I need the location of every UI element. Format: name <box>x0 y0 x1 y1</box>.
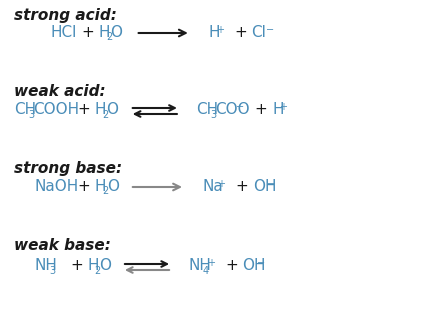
Text: COO: COO <box>215 102 249 117</box>
Text: 2: 2 <box>102 110 108 119</box>
Text: +: + <box>236 179 249 194</box>
Text: Na: Na <box>203 179 224 194</box>
Text: 2: 2 <box>102 186 108 196</box>
Text: O: O <box>111 25 123 40</box>
Text: +: + <box>82 25 94 40</box>
Text: −: − <box>267 179 276 189</box>
Text: +: + <box>216 25 224 35</box>
Text: +: + <box>70 258 82 273</box>
Text: +: + <box>207 258 215 268</box>
Text: 3: 3 <box>28 110 34 119</box>
Text: H: H <box>272 102 284 117</box>
Text: NH: NH <box>35 258 58 273</box>
Text: −: − <box>236 102 244 112</box>
Text: weak acid:: weak acid: <box>14 84 106 99</box>
Text: O: O <box>99 258 111 273</box>
Text: NaOH: NaOH <box>35 179 79 194</box>
Text: +: + <box>217 179 225 189</box>
Text: strong base:: strong base: <box>14 161 122 176</box>
Text: OH: OH <box>253 179 277 194</box>
Text: H: H <box>87 258 99 273</box>
Text: 4: 4 <box>202 266 209 276</box>
Text: COOH: COOH <box>33 102 79 117</box>
Text: H: H <box>95 179 106 194</box>
Text: +: + <box>255 102 268 117</box>
Text: +: + <box>279 102 287 112</box>
Text: 3: 3 <box>210 110 217 119</box>
Text: H: H <box>95 102 106 117</box>
Text: −: − <box>257 258 265 268</box>
Text: OH: OH <box>243 258 266 273</box>
Text: strong acid:: strong acid: <box>14 8 117 23</box>
Text: +: + <box>225 258 238 273</box>
Text: H: H <box>99 25 110 40</box>
Text: CH: CH <box>14 102 36 117</box>
Text: CH: CH <box>196 102 218 117</box>
Text: 2: 2 <box>94 266 101 276</box>
Text: weak base:: weak base: <box>14 238 111 253</box>
Text: HCl: HCl <box>50 25 76 40</box>
Text: +: + <box>78 102 90 117</box>
Text: 3: 3 <box>49 266 56 276</box>
Text: 2: 2 <box>106 32 112 43</box>
Text: −: − <box>266 25 274 35</box>
Text: NH: NH <box>188 258 211 273</box>
Text: O: O <box>107 102 119 117</box>
Text: +: + <box>235 25 247 40</box>
Text: O: O <box>107 179 119 194</box>
Text: Cl: Cl <box>252 25 266 40</box>
Text: +: + <box>78 179 90 194</box>
Text: H: H <box>209 25 220 40</box>
